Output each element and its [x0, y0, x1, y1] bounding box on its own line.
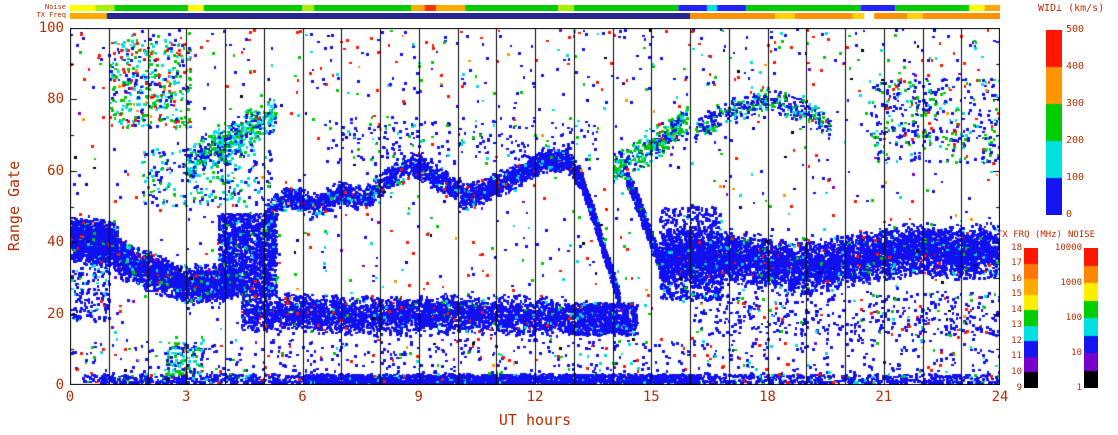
- wid-tick-label: 200: [1066, 135, 1085, 146]
- y-tick-label: 20: [47, 305, 64, 322]
- x-axis-ticks: 0 3 6 9 12 15 18 21 24: [0, 389, 1118, 407]
- y-axis-ticks: 0 20 40 60 80 100: [26, 0, 64, 435]
- wid-tick-label: 400: [1066, 61, 1085, 72]
- x-tick-label: 15: [642, 389, 660, 405]
- txfrq-tick-label: 10: [1011, 366, 1022, 377]
- txfrq-tick-label: 13: [1011, 320, 1022, 331]
- y-tick-label: 80: [47, 91, 64, 108]
- txfrq-colorbar: [1024, 248, 1038, 388]
- x-tick-label: 21: [875, 389, 893, 405]
- x-tick-label: 9: [414, 389, 423, 405]
- x-tick-label: 0: [65, 389, 75, 405]
- noise-colorbar: [1084, 248, 1098, 388]
- x-tick-label: 3: [182, 389, 191, 405]
- txfrq-colorbar-title: TX FRQ (MHz): [997, 230, 1063, 240]
- txfrq-tick-label: 18: [1011, 242, 1022, 253]
- y-tick-label: 100: [38, 20, 64, 36]
- noise-colorbar-title: NOISE: [1068, 230, 1096, 240]
- plot-area: [70, 28, 1000, 385]
- noise-tick-label: 10: [1071, 347, 1082, 358]
- txfreq-strip-label: TX Freq: [36, 11, 66, 19]
- wid-colorbar: [1046, 30, 1062, 215]
- y-axis-title: Range Gate: [5, 160, 23, 252]
- txfrq-tick-label: 9: [1016, 382, 1022, 393]
- txfrq-colorbar-ticks: 18 17 16 15 14 13 12 11 10 9: [996, 0, 1022, 435]
- y-tick-label: 60: [47, 162, 64, 179]
- noise-tick-label: 100: [1065, 312, 1082, 323]
- x-tick-label: 6: [298, 389, 307, 405]
- txfrq-tick-label: 15: [1011, 289, 1022, 300]
- noise-tick-label: 10000: [1054, 242, 1082, 253]
- wid-tick-label: 500: [1066, 24, 1085, 35]
- wid-tick-label: 100: [1066, 172, 1085, 183]
- noise-colorbar-ticks: 10000 1000 100 10 1: [1044, 0, 1082, 435]
- txfrq-tick-label: 11: [1011, 351, 1022, 362]
- x-tick-label: 24: [991, 389, 1009, 405]
- txfrq-tick-label: 17: [1011, 258, 1022, 269]
- wid-tick-label: 300: [1066, 98, 1085, 109]
- txfreq-strip: [70, 13, 1000, 19]
- noise-strip-label: Noise: [44, 3, 66, 11]
- y-tick-label: 0: [55, 377, 64, 393]
- noise-tick-label: 1: [1076, 382, 1082, 393]
- x-tick-label: 18: [759, 389, 776, 405]
- noise-strip: [70, 5, 1000, 11]
- noise-tick-label: 1000: [1060, 277, 1082, 288]
- txfrq-tick-label: 14: [1011, 304, 1022, 315]
- x-tick-label: 12: [526, 389, 544, 405]
- wid-colorbar-title: WID⊥ (km/s): [1038, 3, 1105, 14]
- y-tick-label: 40: [47, 234, 64, 251]
- wid-tick-label: 0: [1066, 209, 1073, 220]
- txfrq-tick-label: 12: [1011, 335, 1022, 346]
- txfrq-tick-label: 16: [1011, 273, 1022, 284]
- x-axis-title: UT hours: [498, 411, 572, 429]
- wid-colorbar-ticks: 500 400 300 200 100 0: [1066, 0, 1106, 240]
